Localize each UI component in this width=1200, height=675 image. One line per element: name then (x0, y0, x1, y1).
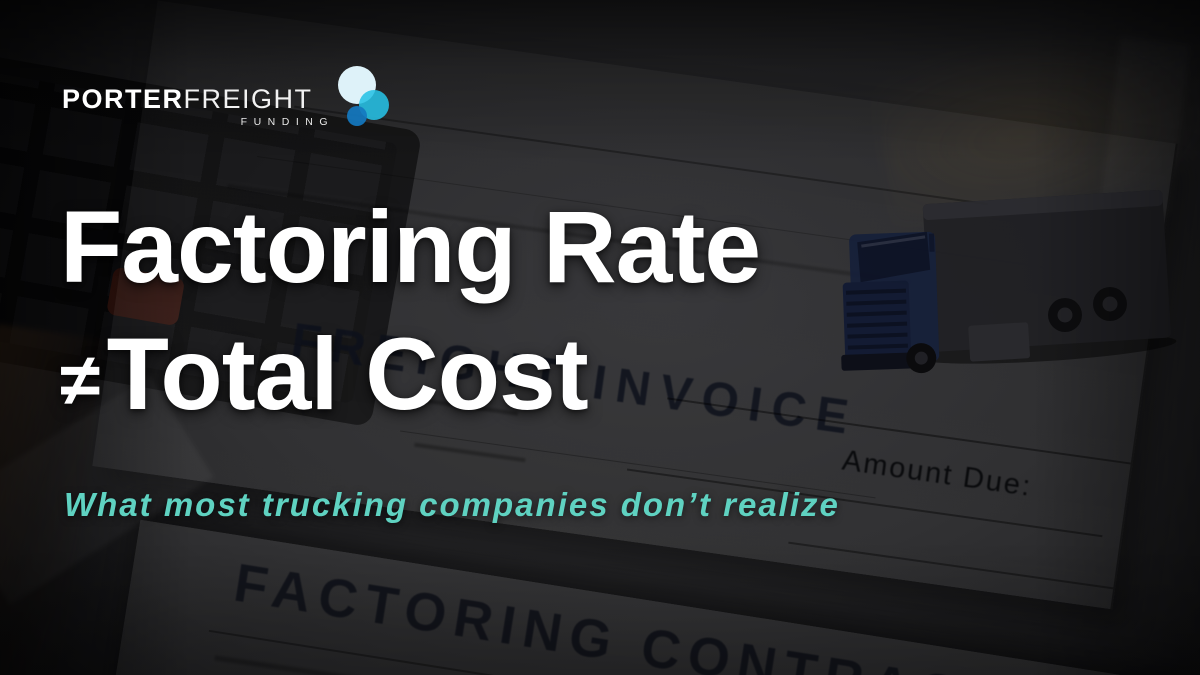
logo-circle-cyan (359, 90, 389, 120)
subtitle: What most trucking companies don’t reali… (64, 486, 840, 523)
headline: Factoring Rate ≠ Total Cost (60, 184, 761, 448)
not-equal-symbol: ≠ (60, 339, 100, 422)
logo-text-porter: PORTER (62, 84, 184, 114)
headline-line2: ≠ Total Cost (60, 311, 760, 448)
porter-freight-logo: PORTERFREIGHT FUNDING (62, 66, 389, 132)
logo-wordmark: PORTERFREIGHT (62, 84, 313, 115)
headline-line1: Factoring Rate (60, 190, 761, 304)
logo-tagline: FUNDING (240, 116, 334, 128)
logo-circles-icon (338, 66, 389, 126)
logo-text-freight: FREIGHT (183, 84, 313, 114)
headline-line2-text: Total Cost (106, 317, 589, 431)
logo-circle-blue (347, 106, 367, 126)
